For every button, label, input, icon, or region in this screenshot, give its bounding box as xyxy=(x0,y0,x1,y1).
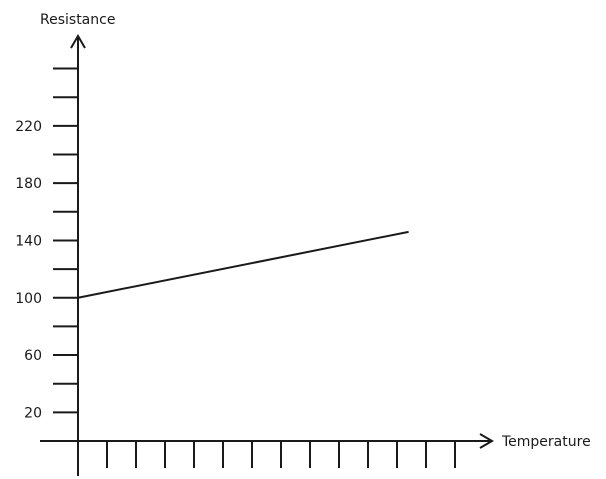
series-layer xyxy=(77,230,409,299)
y-tick-label: 20 xyxy=(24,405,42,421)
y-tick-label: 60 xyxy=(24,348,42,364)
y-ticks: 20 60 100 140 180 220 xyxy=(15,67,78,421)
y-tick-label: 180 xyxy=(15,176,42,192)
y-tick-label: 140 xyxy=(15,233,42,249)
y-tick-label: 220 xyxy=(15,119,42,135)
series-line xyxy=(77,230,409,299)
y-axis-label: Resistance xyxy=(40,12,115,28)
x-ticks xyxy=(77,441,456,468)
x-axis-label: Temperature xyxy=(501,434,591,450)
x-axis-arrow xyxy=(479,433,494,449)
y-tick-label: 100 xyxy=(15,291,42,307)
y-axis-arrow xyxy=(70,34,86,49)
